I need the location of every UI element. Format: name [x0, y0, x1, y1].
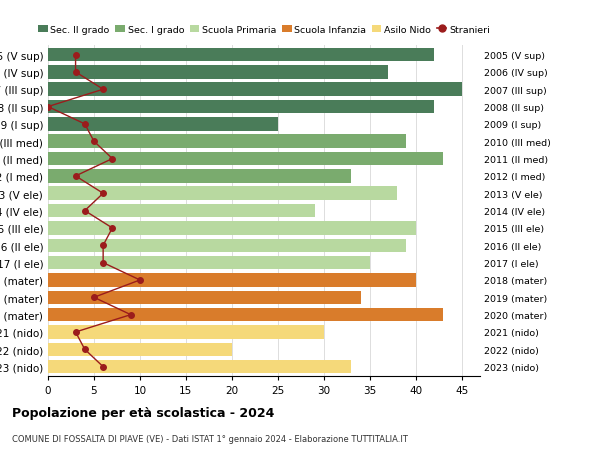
Text: Popolazione per età scolastica - 2024: Popolazione per età scolastica - 2024: [12, 406, 274, 419]
Bar: [48, 308, 443, 322]
Bar: [48, 66, 388, 79]
Bar: [48, 49, 434, 62]
Bar: [48, 118, 278, 131]
Bar: [48, 187, 397, 201]
Legend: Sec. II grado, Sec. I grado, Scuola Primaria, Scuola Infanzia, Asilo Nido, Stran: Sec. II grado, Sec. I grado, Scuola Prim…: [38, 26, 490, 34]
Bar: [48, 343, 232, 356]
Bar: [48, 239, 406, 252]
Bar: [48, 291, 361, 304]
Bar: [48, 170, 352, 183]
Text: COMUNE DI FOSSALTA DI PIAVE (VE) - Dati ISTAT 1° gennaio 2024 - Elaborazione TUT: COMUNE DI FOSSALTA DI PIAVE (VE) - Dati …: [12, 434, 408, 443]
Bar: [48, 135, 406, 149]
Bar: [48, 152, 443, 166]
Bar: [48, 256, 370, 270]
Bar: [48, 222, 416, 235]
Bar: [48, 274, 416, 287]
Bar: [48, 325, 324, 339]
Bar: [48, 101, 434, 114]
Bar: [48, 204, 314, 218]
Bar: [48, 360, 352, 374]
Bar: [48, 83, 461, 97]
